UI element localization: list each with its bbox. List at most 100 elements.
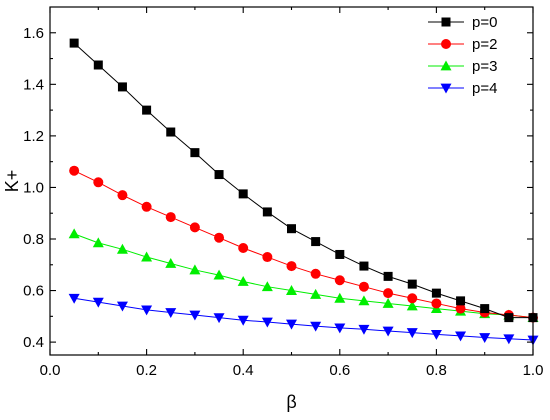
data-point xyxy=(358,281,369,292)
legend-marker xyxy=(441,39,451,49)
data-point xyxy=(93,60,103,70)
x-tick-label: 0.6 xyxy=(329,362,350,379)
x-tick-label: 0.0 xyxy=(40,362,61,379)
data-point xyxy=(286,285,297,295)
x-tick-label: 0.4 xyxy=(233,362,254,379)
data-point xyxy=(430,329,442,340)
data-point xyxy=(69,165,80,176)
data-point xyxy=(92,237,104,248)
series-line xyxy=(73,42,533,319)
data-point xyxy=(311,237,321,247)
legend-marker xyxy=(441,17,451,27)
data-point xyxy=(431,298,442,309)
data-point xyxy=(359,261,369,271)
data-point xyxy=(455,331,467,342)
legend-item: p=2 xyxy=(428,36,497,53)
data-point xyxy=(383,271,393,281)
data-point xyxy=(166,127,176,137)
data-point xyxy=(189,222,200,233)
data-point xyxy=(141,305,153,316)
series-p-4 xyxy=(68,293,539,346)
data-point xyxy=(237,315,249,326)
data-point xyxy=(213,313,225,324)
series-p-3 xyxy=(68,228,539,323)
legend-item: p=3 xyxy=(428,58,497,75)
data-point xyxy=(431,288,441,298)
data-point xyxy=(93,177,104,188)
data-point xyxy=(261,317,273,328)
plot-area xyxy=(68,38,539,346)
y-axis-title: K+ xyxy=(2,170,22,193)
data-point xyxy=(165,212,176,223)
y-tick-label: 0.4 xyxy=(23,334,44,351)
data-point xyxy=(407,293,418,304)
legend-label: p=4 xyxy=(472,80,497,97)
data-point xyxy=(335,249,345,259)
data-point xyxy=(455,303,466,314)
data-point xyxy=(238,189,248,199)
data-point xyxy=(189,264,201,275)
legend-item: p=4 xyxy=(428,80,497,97)
data-point xyxy=(68,293,80,304)
x-tick-label: 0.8 xyxy=(426,362,447,379)
data-point xyxy=(407,279,417,289)
data-point xyxy=(310,288,322,299)
legend-label: p=0 xyxy=(472,14,497,31)
data-point xyxy=(165,257,177,268)
data-point xyxy=(68,228,80,239)
data-point xyxy=(382,326,394,337)
legend-label: p=3 xyxy=(472,58,497,75)
data-point xyxy=(190,148,200,158)
data-point xyxy=(503,334,515,345)
data-point xyxy=(406,300,418,311)
data-point xyxy=(117,190,128,201)
data-point xyxy=(286,319,297,330)
data-point xyxy=(287,224,296,234)
legend-marker xyxy=(440,83,452,94)
data-point xyxy=(262,252,273,263)
data-point xyxy=(480,304,490,314)
data-point xyxy=(358,324,370,335)
data-point xyxy=(456,296,466,306)
data-point xyxy=(406,328,418,339)
legend-marker xyxy=(440,60,452,71)
data-point xyxy=(310,268,321,279)
x-tick-label: 0.2 xyxy=(136,362,157,379)
data-point xyxy=(142,105,152,115)
data-point xyxy=(334,323,346,334)
data-point xyxy=(382,297,394,308)
y-tick-label: 0.8 xyxy=(23,231,44,248)
data-point xyxy=(237,276,249,286)
data-point xyxy=(116,243,128,254)
data-point xyxy=(69,38,79,48)
data-point xyxy=(383,288,394,299)
data-point xyxy=(286,261,297,272)
legend-item: p=0 xyxy=(428,14,497,31)
data-point xyxy=(238,243,249,254)
data-point xyxy=(141,201,152,212)
data-point xyxy=(116,301,128,312)
data-point xyxy=(213,269,225,280)
data-point xyxy=(334,275,345,286)
data-point xyxy=(504,313,514,323)
data-point xyxy=(141,251,153,262)
series-line xyxy=(73,170,534,319)
data-point xyxy=(479,333,491,343)
data-point xyxy=(261,281,273,292)
data-point xyxy=(262,207,272,217)
x-tick-label: 1.0 xyxy=(523,362,544,379)
y-tick-label: 1.4 xyxy=(23,76,44,93)
series-p-0 xyxy=(69,38,538,323)
y-tick-label: 1.0 xyxy=(23,179,44,196)
y-tick-label: 1.2 xyxy=(23,128,44,145)
series-line xyxy=(74,297,534,341)
series-p-2 xyxy=(69,165,538,323)
data-point xyxy=(358,295,370,306)
y-tick-label: 0.6 xyxy=(23,283,44,300)
data-point xyxy=(92,297,104,308)
legend-label: p=2 xyxy=(472,36,497,53)
y-tick-label: 1.6 xyxy=(23,25,44,42)
data-point xyxy=(214,170,224,180)
legend: p=0 p=2 p=3 p=4 xyxy=(428,14,497,97)
x-axis-title: β xyxy=(286,392,296,412)
